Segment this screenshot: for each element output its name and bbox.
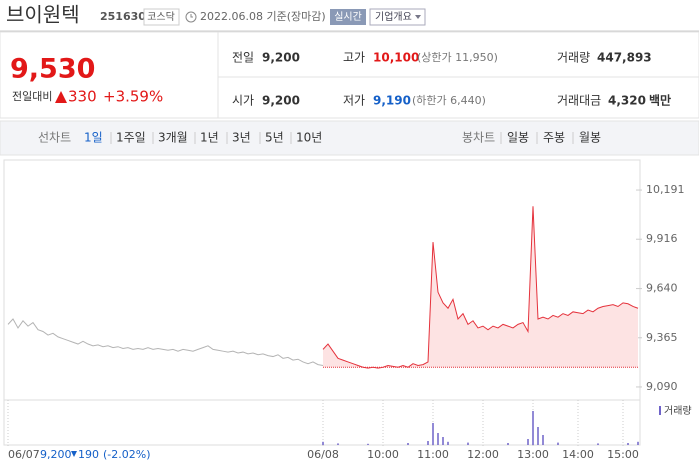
price-box <box>0 31 699 119</box>
x-tick-label: 10:00 <box>367 448 399 461</box>
volume-bar <box>322 441 324 445</box>
price-line <box>322 206 639 369</box>
tab[interactable]: 일봉 <box>507 131 529 145</box>
area <box>323 206 638 369</box>
stat-label: 고가 <box>343 51 365 65</box>
stock-code: 251630 <box>100 10 146 23</box>
volume-bar <box>467 442 469 445</box>
tab[interactable]: 주봉 <box>543 131 565 145</box>
current-price: 9,530 <box>10 54 95 85</box>
volume-bar <box>627 443 629 445</box>
volume-bar <box>432 423 434 445</box>
tab[interactable]: 10년 <box>296 131 322 145</box>
tab-group-label: 선차트 <box>38 131 71 145</box>
volume-panel <box>3 399 641 446</box>
tab-group-label: 봉차트 <box>462 131 495 145</box>
change-pct: +3.59% <box>103 88 163 106</box>
x-tick-label: 15:00 <box>607 448 639 461</box>
footer-change: 190 <box>78 448 99 461</box>
stat-value: 4,320 <box>608 94 646 108</box>
volume-bar <box>597 443 599 445</box>
tab[interactable]: 1주일 <box>116 131 146 145</box>
y-tick-label: 9,365 <box>646 331 678 344</box>
y-tick-label: 9,916 <box>646 232 678 245</box>
y-tick-label: 10,191 <box>646 183 685 196</box>
volume-bar <box>437 433 439 445</box>
stat-value: 447,893 <box>597 51 652 65</box>
market-badge <box>143 8 180 26</box>
x-tick-label: 11:00 <box>417 448 449 461</box>
x-tick-label: 12:00 <box>467 448 499 461</box>
footer-price: 9,200 <box>40 448 72 461</box>
volume-bar <box>637 441 639 445</box>
x-tick-label: 06/07 <box>8 448 40 461</box>
date: 2022.06.08 기준(장마감) <box>200 10 326 23</box>
volume-bar <box>527 439 529 445</box>
stock-name: 브이원텍 <box>6 3 80 27</box>
stat-label: 전일 <box>232 51 254 65</box>
tab[interactable]: 1일 <box>84 131 103 145</box>
stat-note: (하한가 6,440) <box>412 93 486 107</box>
stat-label: 저가 <box>343 94 365 108</box>
tabs: 선차트 1일 1주일 3개월 1년 3년 5년 10년 봉차트 일봉 주봉 월봉 <box>38 131 601 145</box>
volume-bar <box>542 435 544 445</box>
volume-bar <box>442 437 444 445</box>
up-arrow <box>55 91 67 103</box>
stat-value: 9,190 <box>373 94 411 108</box>
chart: 10,191 9,916 9,640 9,365 9,090 06/07 06/08 10:0… <box>7 183 692 461</box>
footer-change-pct: (-2.02%) <box>103 448 151 461</box>
down-arrow <box>71 451 77 457</box>
volume-bar <box>507 443 509 445</box>
volume-bar <box>557 442 559 445</box>
company[interactable]: 기업개요 <box>375 10 412 23</box>
company-button[interactable] <box>369 8 426 26</box>
tab[interactable]: 월봉 <box>579 131 601 145</box>
stat-value: 10,100 <box>373 51 419 65</box>
x-tick-label: 06/08 <box>307 448 339 461</box>
legend-swatch <box>659 406 661 415</box>
volume-bar <box>367 443 369 445</box>
price-line <box>7 318 324 366</box>
stat-label: 거래량 <box>557 51 590 65</box>
stat-value: 9,200 <box>262 51 300 65</box>
tab[interactable]: 3개월 <box>158 131 188 145</box>
legend-label: 거래량 <box>664 405 692 417</box>
volume-bar <box>337 443 339 445</box>
stat-label: 거래대금 <box>557 94 601 108</box>
tab-bar <box>0 120 699 156</box>
market: 코스닥 <box>147 11 175 23</box>
tab[interactable]: 1년 <box>200 131 219 145</box>
volume-bar <box>447 441 449 445</box>
stat-value: 9,200 <box>262 94 300 108</box>
dropdown-arrow <box>415 15 421 19</box>
stat-unit: 백만 <box>649 93 671 108</box>
realtime-badge[interactable] <box>330 9 366 25</box>
y-tick-label: 9,090 <box>646 380 678 393</box>
tab[interactable]: 3년 <box>232 131 251 145</box>
x-tick-label: 14:00 <box>562 448 594 461</box>
volume-bar <box>427 441 429 445</box>
change-label: 전일대비 <box>12 89 52 103</box>
volume-bar <box>537 427 539 445</box>
clock-icon <box>185 11 197 23</box>
stat-label: 시가 <box>232 94 254 108</box>
x-tick-label: 13:00 <box>517 448 549 461</box>
stat-note: (상한가 11,950) <box>417 51 498 64</box>
volume-bar <box>407 443 409 445</box>
clock-hand <box>190 14 193 18</box>
y-tick-label: 9,640 <box>646 282 678 295</box>
volume-bar <box>532 411 534 445</box>
change: 330 <box>68 88 97 106</box>
tab[interactable]: 5년 <box>265 131 284 145</box>
realtime[interactable]: 실시간 <box>334 11 362 23</box>
